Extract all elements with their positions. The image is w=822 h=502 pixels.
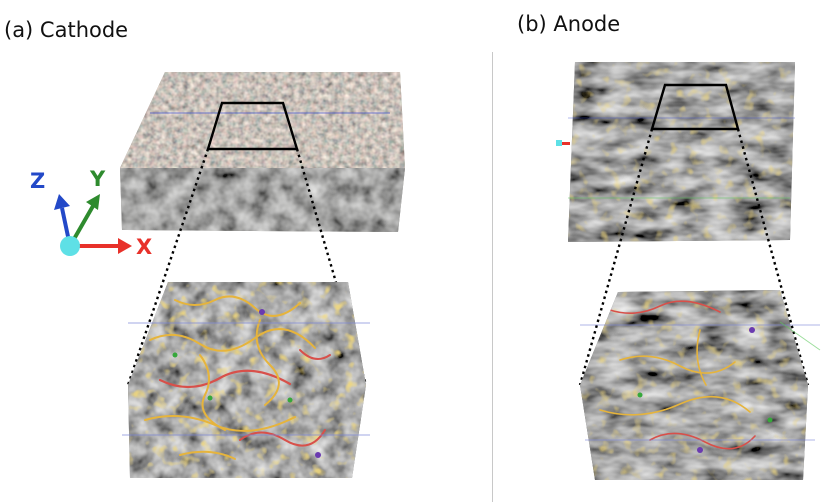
anode-projection-right <box>736 128 810 386</box>
panel-divider <box>492 52 493 502</box>
axis-origin <box>60 236 80 256</box>
cathode-zoom-block <box>122 282 370 478</box>
axis-triad: X Y Z <box>30 167 152 259</box>
z-axis-label: Z <box>30 169 45 193</box>
cathode-overview-block <box>120 72 405 232</box>
anode-zoom-block <box>580 290 821 480</box>
y-axis-label: Y <box>89 167 106 191</box>
x-axis-arrowhead <box>118 238 132 254</box>
anode-projection-left <box>578 128 654 386</box>
y-axis-arrowhead <box>86 194 100 210</box>
anode-overview-block <box>556 62 795 242</box>
z-axis-arrowhead <box>54 194 70 210</box>
panel-a-label: (a) Cathode <box>4 18 129 42</box>
panel-b-label: (b) Anode <box>517 12 621 36</box>
x-axis-label: X <box>136 235 152 259</box>
